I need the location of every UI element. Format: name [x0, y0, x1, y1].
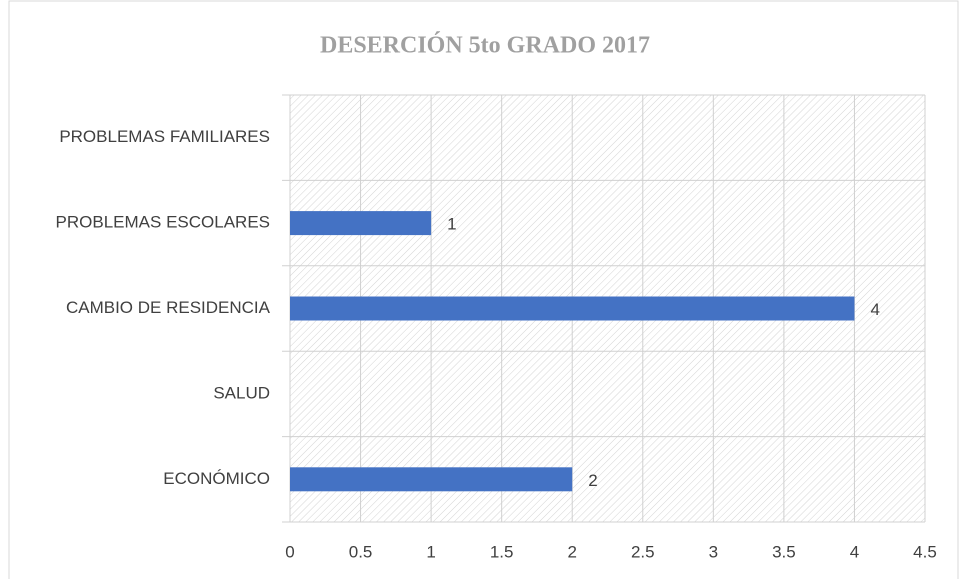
x-tick-label: 1.5 — [490, 542, 514, 561]
x-tick-label: 0.5 — [349, 542, 373, 561]
x-tick-label: 0 — [285, 542, 294, 561]
x-tick-label: 4 — [850, 542, 859, 561]
bar — [290, 467, 573, 492]
x-tick-label: 3 — [709, 542, 718, 561]
y-tick-label: ECONÓMICO — [163, 469, 270, 488]
y-tick-label: PROBLEMAS FAMILIARES — [59, 127, 270, 146]
x-tick-label: 2.5 — [631, 542, 655, 561]
x-tick-label: 3.5 — [772, 542, 796, 561]
chart-border — [8, 0, 959, 579]
y-tick-label: PROBLEMAS ESCOLARES — [56, 213, 270, 232]
data-label: 4 — [870, 300, 879, 319]
bar — [290, 296, 855, 321]
y-tick-label: CAMBIO DE RESIDENCIA — [66, 298, 271, 317]
chart-title: DESERCIÓN 5to GRADO 2017 — [320, 32, 650, 59]
x-tick-label: 4.5 — [913, 542, 937, 561]
data-label: 1 — [447, 215, 456, 234]
bar — [290, 211, 432, 236]
x-tick-label: 2 — [567, 542, 576, 561]
data-label: 2 — [588, 471, 597, 490]
y-tick-label: SALUD — [213, 383, 270, 402]
x-tick-label: 1 — [426, 542, 435, 561]
